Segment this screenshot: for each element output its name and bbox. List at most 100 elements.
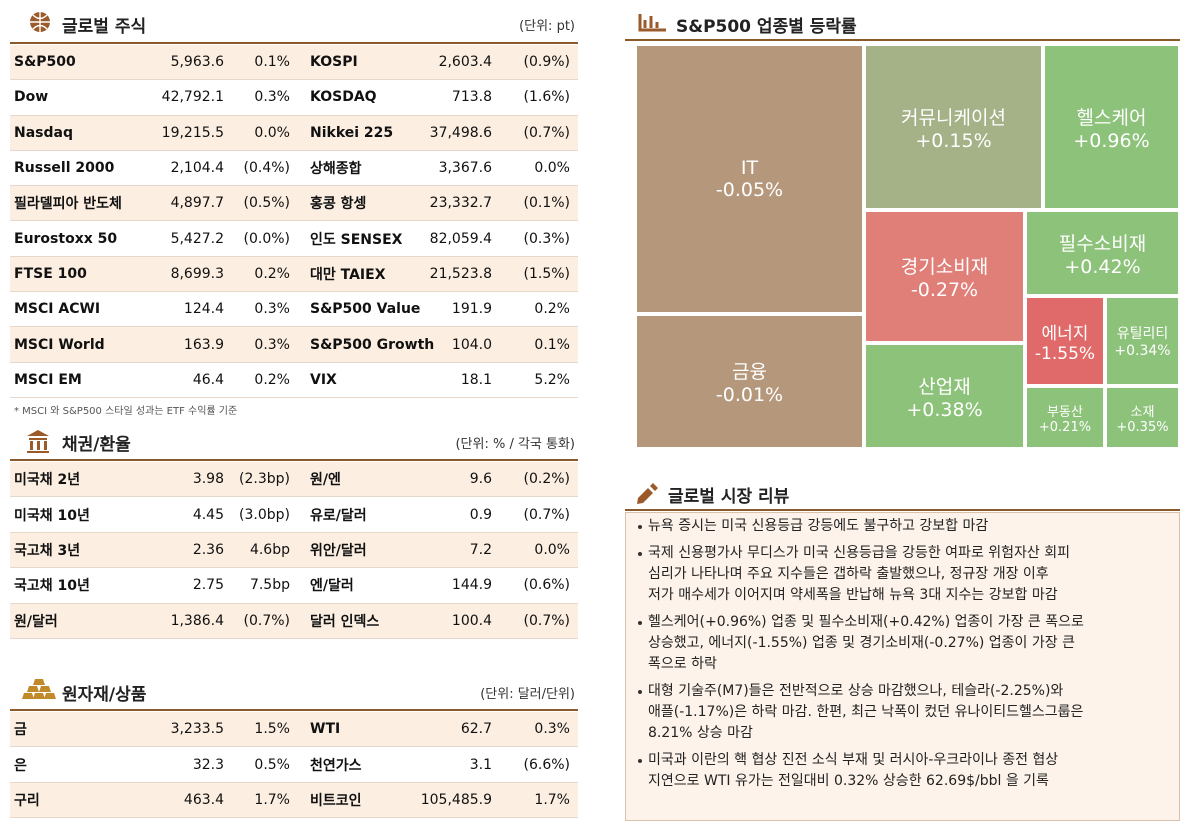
cell-label: KOSPI: [310, 54, 358, 71]
table-row: 미국채 2년 3.98 (2.3bp) 원/엔 9.6 (0.2%): [10, 462, 578, 498]
cell-value: 37,498.6: [429, 124, 492, 141]
treemap: IT -0.05% 금융 -0.01% 커뮤니케이션 +0.15% 헬스케어 +0.96% 경기…: [635, 44, 1180, 449]
cell-value: 0.1%: [254, 54, 290, 71]
section-title: 원자재/상품: [62, 685, 147, 705]
cell-value: (0.7%): [523, 506, 571, 523]
table-row: 국고채 3년 2.36 4.6bp 위안/달러 7.2 0.0%: [10, 532, 578, 569]
treemap-tile: 필수소비재 +0.42%: [1025, 210, 1180, 296]
cell-value: (0.7%): [243, 612, 291, 629]
tile-name: 헬스케어: [1076, 106, 1147, 129]
pen-icon: [637, 483, 658, 504]
cell-label: 대만 TAIEX: [310, 266, 386, 283]
globe-lines: [30, 12, 50, 32]
cell-value: 2,603.4: [438, 54, 492, 71]
cell-label: MSCI EM: [14, 371, 82, 388]
cell-value: (0.5%): [243, 195, 291, 212]
cell-value: (1.5%): [523, 265, 571, 282]
cell-value: 0.2%: [254, 371, 290, 388]
cell-value: 1,386.4: [170, 612, 224, 629]
cell-value: 191.9: [451, 301, 492, 318]
treemap-tile: 헬스케어 +0.96%: [1043, 44, 1180, 210]
cell-value: 713.8: [451, 89, 492, 106]
unit: (단위: % / 각국 통화): [455, 437, 575, 452]
tile-change: -0.27%: [910, 279, 979, 301]
bullet-text: 폭으로 하락: [648, 656, 717, 672]
bullet-dot: [638, 621, 642, 625]
cell-value: 4,897.7: [170, 195, 224, 212]
cell-value: (0.1%): [523, 195, 571, 212]
treemap-tile: 금융 -0.01%: [635, 314, 864, 449]
tile-change: +0.21%: [1038, 419, 1092, 435]
treemap-tile: 부동산 +0.21%: [1025, 386, 1105, 449]
cell-label: Nikkei 225: [310, 124, 394, 141]
cell-value: 4.6bp: [249, 541, 290, 558]
review-box: 뉴욕 증시는 미국 신용등급 강등에도 불구하고 강보합 마감 국제 신용평가사 …: [625, 512, 1180, 821]
tile-name: 소재: [1130, 404, 1155, 420]
cell-value: 3.1: [469, 756, 492, 773]
table-row: 필라델피아 반도체 4,897.7 (0.5%) 홍콩 항셍 23,332.7 (0.1%…: [10, 186, 578, 222]
bullet-text: 뉴욕 증시는 미국 신용등급 강등에도 불구하고 강보합 마감: [648, 518, 989, 534]
table-row: Nasdaq 19,215.5 0.0% Nikkei 225 37,498.6 (0.7…: [10, 115, 578, 151]
cell-label: 구리: [14, 792, 40, 809]
cell-label: 달러 인덱스: [310, 613, 380, 630]
cell-value: 7.5bp: [249, 577, 290, 594]
bullet-dot: [638, 759, 642, 763]
cell-value: 0.2%: [534, 301, 570, 318]
treemap-tile: 산업재 +0.38%: [864, 343, 1025, 449]
cell-value: 32.3: [192, 756, 224, 773]
cell-label: VIX: [310, 371, 337, 388]
cell-value: 4.45: [192, 506, 224, 523]
bank-icon: [27, 430, 49, 453]
bullet-text: 미국과 이란의 핵 협상 진전 소식 부재 및 러시아-우크라이나 종전 협상: [648, 752, 1059, 768]
cell-value: 0.3%: [254, 89, 290, 106]
treemap-tile: IT -0.05%: [635, 44, 864, 314]
cell-value: 46.4: [192, 371, 224, 388]
cell-value: 19,215.5: [161, 124, 224, 141]
cell-value: 104.0: [451, 336, 492, 353]
cell-value: 5.2%: [534, 371, 570, 388]
table-row: 금 3,233.5 1.5% WTI 62.7 0.3%: [10, 712, 578, 748]
cell-value: 62.7: [460, 721, 492, 738]
treemap-tile: 에너지 -1.55%: [1025, 296, 1105, 386]
cell-label: Dow: [14, 89, 49, 106]
tile-change: -0.01%: [715, 384, 784, 406]
table-row: Dow 42,792.1 0.3% KOSDAQ 713.8 (1.6%): [10, 80, 578, 116]
cell-value: 3.98: [192, 471, 224, 488]
cell-label: 인도 SENSEX: [310, 231, 403, 248]
unit: (단위: pt): [519, 19, 575, 34]
bullet-text: 대형 기술주(M7)들은 전반적으로 상승 마감했으나, 테슬라(-2.25%)…: [648, 683, 1064, 699]
cell-value: 463.4: [183, 791, 224, 808]
table-row: Eurostoxx 50 5,427.2 (0.0%) 인도 SENSEX 82,059…: [10, 221, 578, 257]
table-row: 국고채 10년 2.75 7.5bp 엔/달러 144.9 (0.6%): [10, 568, 578, 604]
cell-value: 0.1%: [534, 336, 570, 353]
section-title: S&P500 업종별 등락률: [676, 17, 857, 37]
table-row: 미국채 10년 4.45 (3.0bp) 유로/달러 0.9 (0.7%): [10, 497, 578, 533]
cell-label: Russell 2000: [14, 160, 115, 177]
cell-label: 은: [14, 757, 27, 774]
cell-label: 홍콩 항셍: [310, 196, 367, 213]
unit: (단위: 달러/단위): [480, 687, 575, 702]
cell-label: 원/엔: [310, 472, 341, 489]
tile-name: IT: [740, 157, 759, 179]
cell-value: (0.3%): [523, 230, 571, 247]
cell-value: 2.36: [192, 541, 224, 558]
cell-value: 0.5%: [254, 756, 290, 773]
table-row: MSCI World 163.9 0.3% S&P500 Growth 104.0 0.1…: [10, 327, 578, 363]
treemap-tile: 소재 +0.35%: [1105, 386, 1180, 449]
cell-value: 2.75: [192, 577, 224, 594]
cell-value: (1.6%): [523, 89, 571, 106]
tile-change: +0.42%: [1064, 255, 1141, 278]
cell-value: 144.9: [451, 577, 492, 594]
tile-change: -1.55%: [1034, 343, 1096, 364]
cell-value: 0.0%: [534, 160, 570, 177]
tile-change: +0.35%: [1116, 419, 1169, 435]
cell-value: 100.4: [451, 612, 492, 629]
cell-label: WTI: [310, 721, 341, 738]
section-title: 글로벌 주식: [62, 17, 147, 37]
cell-label: 미국채 2년: [14, 472, 81, 489]
table-row: FTSE 100 8,699.3 0.2% 대만 TAIEX 21,523.8 (1.5%…: [10, 256, 578, 293]
cell-value: 3,233.5: [170, 721, 224, 738]
note: * MSCI 와 S&P500 스타일 성과는 ETF 수익률 기준: [14, 406, 238, 417]
cell-value: 2,104.4: [170, 160, 224, 177]
